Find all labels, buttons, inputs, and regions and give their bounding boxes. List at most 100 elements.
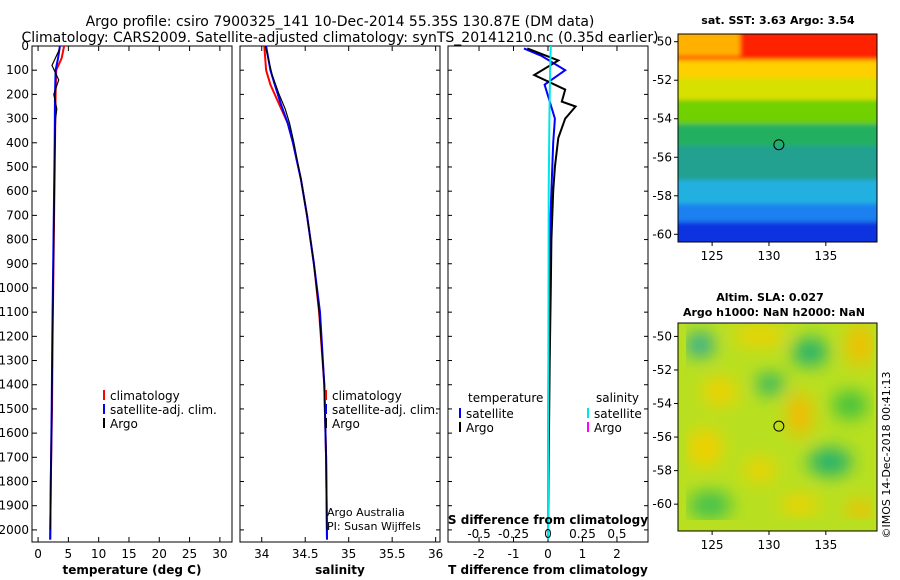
- y-tick-label: 600: [6, 184, 29, 198]
- credit-line-2: PI: Susan Wijffels: [327, 520, 421, 533]
- x-tick-label-s: 0: [544, 527, 552, 541]
- x-tick-label: -2: [473, 547, 485, 561]
- map-y-tick-label: -58: [652, 189, 672, 203]
- legend-label: climatology: [110, 389, 180, 403]
- y-tick-label: 1600: [0, 426, 29, 440]
- map-x-tick-label: 125: [701, 249, 724, 263]
- series-line: [49, 48, 61, 530]
- x-tick-label: 5: [65, 547, 73, 561]
- x-axis-label: salinity: [315, 563, 365, 577]
- y-tick-label: 1200: [0, 329, 29, 343]
- x-tick-label: 2: [613, 547, 621, 561]
- map-y-tick-label: -52: [652, 363, 672, 377]
- x-tick-label: 30: [212, 547, 227, 561]
- x-tick-label: 34: [254, 547, 269, 561]
- legend-label: Argo: [466, 421, 494, 435]
- y-tick-label: 200: [6, 87, 29, 101]
- x-tick-label: 34.5: [292, 547, 319, 561]
- x-tick-label: 36: [428, 547, 443, 561]
- y-tick-label: 700: [6, 208, 29, 222]
- map-y-tick-label: -60: [652, 227, 672, 241]
- series-line: [265, 45, 328, 540]
- y-tick-label: 1300: [0, 354, 29, 368]
- sla-map-field: [678, 323, 877, 531]
- map-y-tick-label: -50: [652, 329, 672, 343]
- map-y-tick-label: -56: [652, 150, 672, 164]
- plot-frame: [31, 45, 233, 543]
- legend-title-salinity: salinity: [596, 391, 639, 405]
- x-tick-label: 20: [152, 547, 167, 561]
- sst-map-field: [678, 34, 877, 242]
- map-x-tick-label: 135: [814, 249, 837, 263]
- x-tick-label-s: 0.5: [607, 527, 626, 541]
- y-tick-label: 1800: [0, 475, 29, 489]
- x-tick-label: 0: [544, 547, 552, 561]
- y-tick-label: 1000: [0, 281, 29, 295]
- profile-location-marker: [773, 139, 785, 151]
- legend-label: Argo: [110, 417, 138, 431]
- title-line-1: Argo profile: csiro 7900325_141 10-Dec-2…: [86, 14, 595, 30]
- map-y-tick-label: -56: [652, 430, 672, 444]
- temperature-panel: 0 5 10 15 20 25 300100200300400500600700800900…: [0, 39, 233, 577]
- map-y-tick-label: -52: [652, 73, 672, 87]
- title-line-2: Climatology: CARS2009. Satellite-adjuste…: [21, 30, 658, 46]
- legend-title-temperature: temperature: [468, 391, 543, 405]
- x-tick-label: -1: [508, 547, 520, 561]
- legend-label: satellite-adj. clim.: [332, 403, 439, 417]
- map-y-tick-label: -50: [652, 35, 672, 49]
- x-tick-label: 15: [121, 547, 136, 561]
- legend-label: satellite-adj. clim.: [110, 403, 217, 417]
- plot-frame: [239, 45, 441, 543]
- sla-map-axes: 125 130 135 -50 -52 -54 -56 -58 -60: [652, 329, 837, 552]
- y-tick-label: 1400: [0, 378, 29, 392]
- map-y-tick-label: -54: [652, 112, 672, 126]
- map-x-tick-label: 135: [814, 538, 837, 552]
- x-tick-label-s: 0.25: [569, 527, 596, 541]
- series-line: [547, 45, 552, 540]
- map-x-tick-label: 130: [758, 538, 781, 552]
- sla-map-title-1: Altim. SLA: 0.027: [716, 291, 823, 304]
- x-tick-label-s: -0.5: [467, 527, 490, 541]
- x-tick-label: 0: [34, 547, 42, 561]
- sla-map-title-2: Argo h1000: NaN h2000: NaN: [683, 306, 865, 319]
- sla-map-frame: [677, 322, 878, 532]
- profile-location-marker: [773, 420, 785, 432]
- y-tick-label: 300: [6, 112, 29, 126]
- sst-map-title: sat. SST: 3.63 Argo: 3.54: [701, 14, 855, 27]
- legend-label: climatology: [332, 389, 402, 403]
- y-tick-label: 900: [6, 257, 29, 271]
- y-tick-label: 800: [6, 233, 29, 247]
- credit-line-1: Argo Australia: [327, 506, 405, 519]
- sst-map-frame: [677, 33, 878, 243]
- map-y-tick-label: -58: [652, 464, 672, 478]
- series-line: [264, 45, 328, 530]
- legend-label: satellite: [594, 407, 642, 421]
- y-tick-label: 400: [6, 136, 29, 150]
- sst-map-axes: 125 130 135 -50 -52 -54 -56 -58 -60: [652, 35, 837, 263]
- map-x-tick-label: 130: [758, 249, 781, 263]
- series-line: [526, 47, 578, 530]
- legend-label: Argo: [332, 417, 360, 431]
- map-y-tick-label: -54: [652, 397, 672, 411]
- x-tick-label: 10: [91, 547, 106, 561]
- x-tick-label: 35.5: [379, 547, 406, 561]
- y-tick-label: 1700: [0, 450, 29, 464]
- y-tick-label: 2000: [0, 523, 29, 537]
- x-tick-label: 35: [341, 547, 356, 561]
- series-line: [523, 47, 568, 540]
- y-tick-label: 1900: [0, 499, 29, 513]
- y-tick-label: 1100: [0, 305, 29, 319]
- x-tick-label: 1: [579, 547, 587, 561]
- x-tick-label: 25: [182, 547, 197, 561]
- x-axis-label-top: S difference from climatology: [448, 513, 648, 527]
- y-tick-label: 500: [6, 160, 29, 174]
- legend-label: satellite: [466, 407, 514, 421]
- y-tick-label: 100: [6, 63, 29, 77]
- x-axis-label: temperature (deg C): [63, 563, 202, 577]
- salinity-panel: 34 34.5 35 35.5 36 salinity climatologysatelli…: [239, 45, 443, 577]
- map-x-tick-label: 125: [701, 538, 724, 552]
- y-tick-label: 1500: [0, 402, 29, 416]
- y-tick-label: 0: [21, 39, 29, 53]
- map-y-tick-label: -60: [652, 497, 672, 511]
